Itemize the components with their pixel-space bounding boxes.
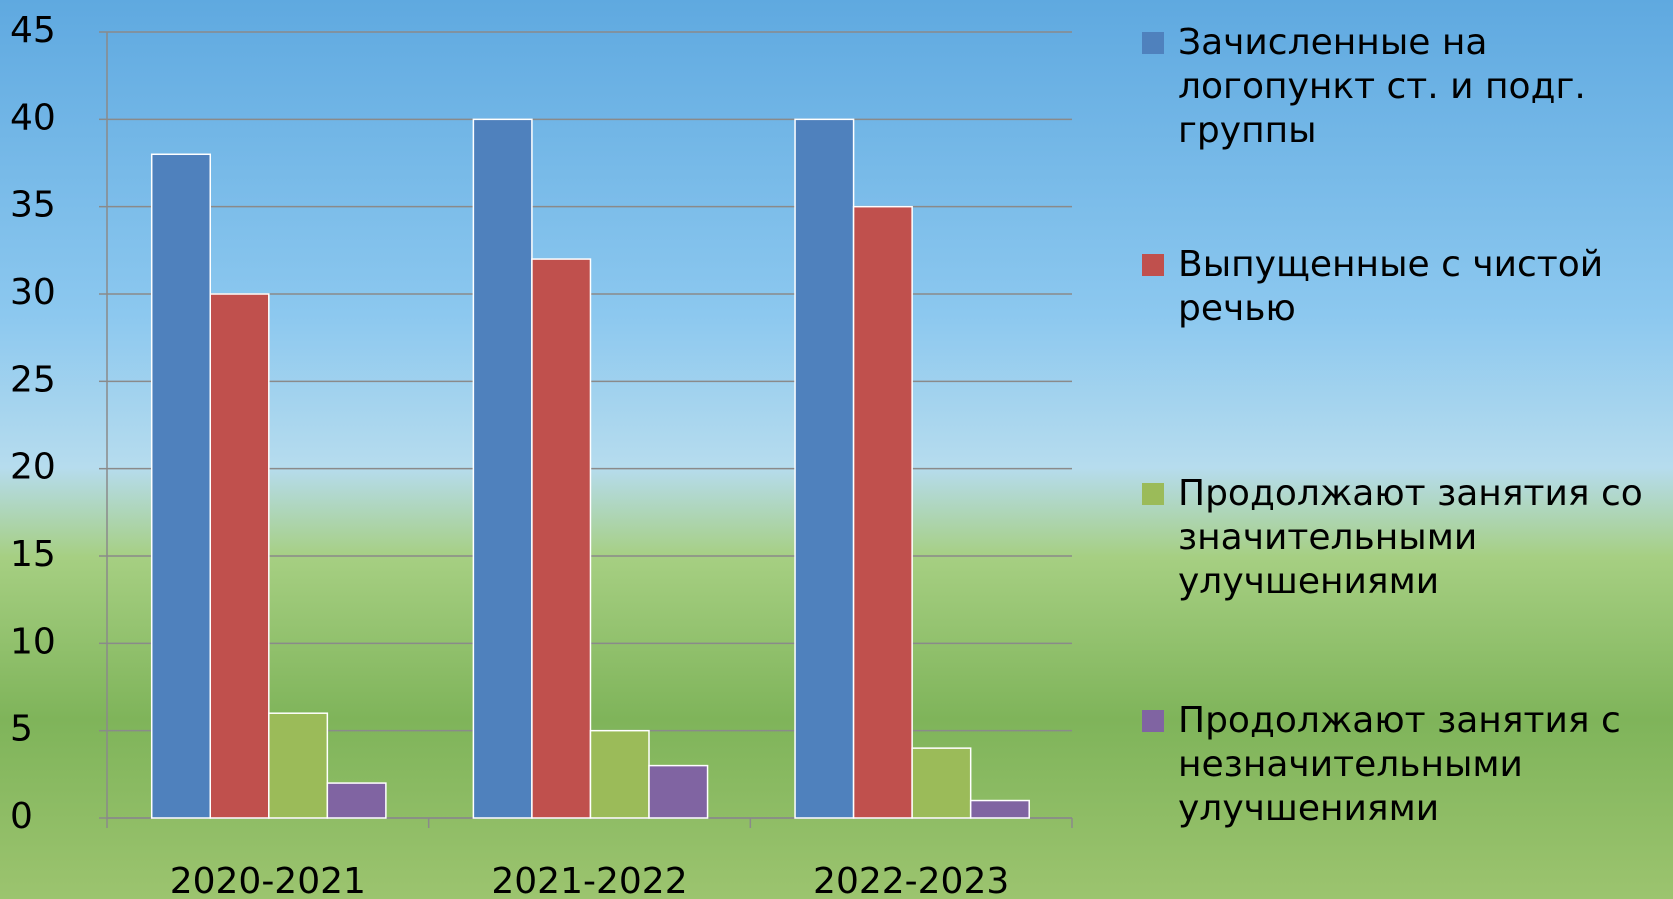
y-tick-label: 40 — [10, 97, 56, 138]
legend-label: Выпущенные с чистой речью — [1178, 243, 1667, 331]
y-tick-label: 5 — [10, 709, 33, 750]
bar — [152, 154, 211, 818]
legend-swatch — [1142, 483, 1164, 505]
y-tick-label: 30 — [10, 272, 56, 313]
y-tick-label: 0 — [10, 796, 33, 837]
x-tick-label: 2020-2021 — [170, 861, 366, 899]
legend-label: Зачисленные на логопункт ст. и подг. гру… — [1178, 21, 1667, 153]
x-tick-label: 2021-2022 — [491, 861, 687, 899]
y-tick-label: 35 — [10, 185, 56, 226]
y-tick-label: 10 — [10, 621, 56, 662]
legend-swatch — [1142, 32, 1164, 54]
chart-area: 0 5 10 15 20 25 30 35 40 45 2020-2021 2021-2022 2022… — [0, 0, 1673, 899]
legend-entry: Зачисленные на логопункт ст. и подг. гру… — [1142, 21, 1667, 153]
bar — [473, 119, 532, 818]
bar — [912, 748, 971, 818]
legend-entry: Продолжают занятия со значительными улуч… — [1142, 472, 1667, 604]
legend-entry: Продолжают занятия с незначительными улу… — [1142, 699, 1667, 831]
bar — [590, 731, 649, 818]
bar — [971, 801, 1030, 818]
legend-entry: Выпущенные с чистой речью — [1142, 243, 1667, 331]
bar — [795, 119, 854, 818]
legend-swatch — [1142, 710, 1164, 732]
legend-label: Продолжают занятия со значительными улуч… — [1178, 472, 1667, 604]
bar — [532, 259, 591, 818]
y-tick-label: 25 — [10, 359, 56, 400]
y-tick-label: 45 — [10, 10, 56, 51]
x-tick-label: 2022-2023 — [813, 861, 1009, 899]
bar — [649, 766, 708, 818]
bar — [854, 207, 913, 818]
y-tick-label: 15 — [10, 534, 56, 575]
legend-swatch — [1142, 254, 1164, 276]
bar — [210, 294, 269, 818]
bar — [269, 713, 328, 818]
legend-label: Продолжают занятия с незначительными улу… — [1178, 699, 1667, 831]
y-tick-label: 20 — [10, 447, 56, 488]
bar — [327, 783, 386, 818]
